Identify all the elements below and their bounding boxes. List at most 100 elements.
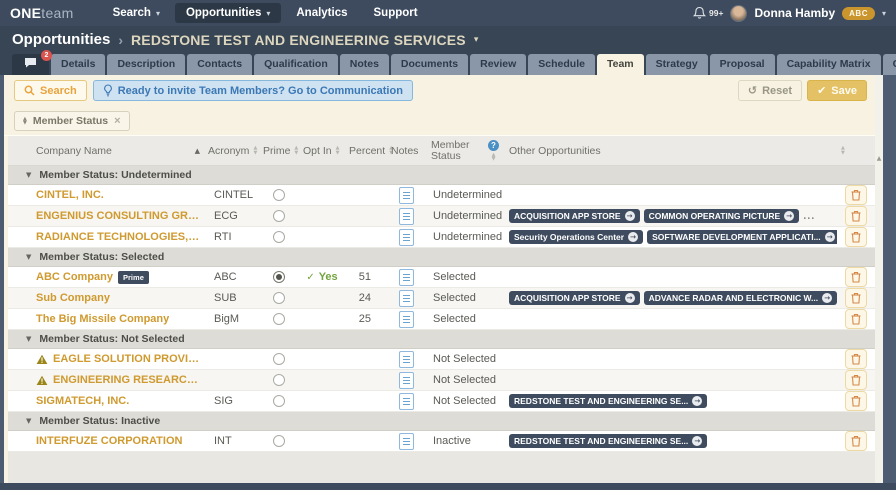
remove-grouping-icon[interactable]: ×: [114, 115, 121, 127]
trash-icon: [851, 231, 861, 243]
notes-icon[interactable]: [398, 392, 414, 410]
collapse-caret-icon: ▼: [26, 171, 32, 179]
notes-icon[interactable]: [398, 289, 414, 307]
oneteam-logo[interactable]: ONE team: [10, 5, 74, 21]
prime-radio[interactable]: [273, 435, 285, 447]
tab-review[interactable]: Review: [470, 54, 527, 75]
nav-menu-support[interactable]: Support: [363, 3, 429, 23]
user-avatar[interactable]: [730, 4, 748, 22]
company-name-link[interactable]: EAGLE SOLUTION PROVIDERS, INC.: [53, 353, 200, 365]
scrollbar-track[interactable]: ▲: [875, 75, 883, 483]
opportunity-badge[interactable]: ACQUISITION APP STORE →: [509, 209, 640, 223]
notifications-button[interactable]: 99+: [693, 6, 723, 20]
tab-qualification[interactable]: Qualification: [254, 54, 338, 75]
notes-icon[interactable]: [398, 268, 414, 286]
invite-team-members-button[interactable]: Ready to invite Team Members? Go to Comm…: [92, 80, 413, 101]
opportunity-badge[interactable]: Security Operations Center →: [509, 230, 644, 244]
group-header-not-selected[interactable]: ▼ Member Status: Not Selected: [8, 330, 875, 349]
company-name-link[interactable]: CINTEL, INC.: [36, 189, 104, 201]
prime-radio[interactable]: [273, 210, 285, 222]
search-button[interactable]: Search: [14, 80, 87, 101]
column-header-company[interactable]: Company Name ▲: [8, 145, 204, 157]
group-by-member-status-chip[interactable]: ▲ ▼ Member Status ×: [14, 111, 130, 131]
trash-icon: [851, 210, 861, 222]
tab-notes[interactable]: Notes: [339, 54, 389, 75]
help-icon[interactable]: ?: [488, 139, 499, 151]
tab-description[interactable]: Description: [107, 54, 186, 75]
tab-details[interactable]: Details: [51, 54, 106, 75]
nav-menu-search[interactable]: Search ▾: [102, 3, 171, 23]
notes-icon[interactable]: [398, 371, 414, 389]
company-name-link[interactable]: ENGINEERING RESEARCH AND CONSU...: [53, 374, 200, 386]
delete-button[interactable]: [845, 206, 867, 226]
opportunity-badge[interactable]: SOFTWARE DEVELOPMENT APPLICATI... →: [647, 230, 837, 244]
notes-icon[interactable]: [398, 310, 414, 328]
tab-team[interactable]: Team: [596, 54, 644, 75]
nav-menu-opportunities[interactable]: Opportunities ▾: [174, 3, 282, 23]
page-title[interactable]: REDSTONE TEST AND ENGINEERING SERVICES: [131, 31, 466, 48]
delete-button[interactable]: [845, 370, 867, 390]
column-header-opt-in[interactable]: Opt In ▲ ▼: [299, 145, 345, 157]
collapse-caret-icon: ▼: [26, 335, 32, 343]
notes-icon[interactable]: [398, 186, 414, 204]
company-name-link[interactable]: ENGENIUS CONSULTING GROUP INC.: [36, 210, 200, 222]
tab-proposal[interactable]: Proposal: [709, 54, 775, 75]
tab-strategy[interactable]: Strategy: [645, 54, 708, 75]
member-status-cell: Undetermined: [433, 210, 503, 222]
prime-radio-selected[interactable]: [273, 271, 285, 283]
company-name-link[interactable]: SIGMATECH, INC.: [36, 395, 130, 407]
save-button[interactable]: ✔ Save: [807, 80, 867, 101]
more-opportunities-indicator[interactable]: ...: [803, 210, 816, 222]
company-name-link[interactable]: Sub Company: [36, 292, 110, 304]
opportunity-badge[interactable]: COMMON OPERATING PICTURE →: [643, 209, 800, 223]
delete-button[interactable]: [845, 349, 867, 369]
company-name-link[interactable]: The Big Missile Company: [36, 313, 170, 325]
prime-radio[interactable]: [273, 353, 285, 365]
user-menu-chevron-icon[interactable]: ▾: [881, 8, 886, 18]
prime-radio[interactable]: [273, 189, 285, 201]
column-header-percent[interactable]: Percent ▲ ▼: [345, 145, 393, 157]
title-dropdown-icon[interactable]: ▾: [473, 34, 479, 45]
tab-schedule[interactable]: Schedule: [528, 54, 595, 75]
notes-icon[interactable]: [398, 207, 414, 225]
prime-radio[interactable]: [273, 313, 285, 325]
notes-icon[interactable]: [398, 350, 414, 368]
delete-button[interactable]: [845, 391, 867, 411]
breadcrumb-section[interactable]: Opportunities: [12, 31, 111, 48]
delete-button[interactable]: [845, 185, 867, 205]
prime-radio[interactable]: [273, 231, 285, 243]
notes-icon[interactable]: [398, 432, 414, 450]
group-header-selected[interactable]: ▼ Member Status: Selected: [8, 248, 875, 267]
nav-menu-analytics[interactable]: Analytics: [285, 3, 358, 23]
opportunity-badge[interactable]: REDSTONE TEST AND ENGINEERING SE... →: [509, 434, 708, 448]
delete-button[interactable]: [845, 309, 867, 329]
column-header-acronym[interactable]: Acronym ▲ ▼: [204, 145, 259, 157]
column-header-member-status[interactable]: Member Status ? ▲ ▼: [425, 139, 505, 162]
group-header-inactive[interactable]: ▼ Member Status: Inactive: [8, 412, 875, 431]
sort-icon: ▲ ▼: [294, 145, 299, 156]
delete-button[interactable]: [845, 267, 867, 287]
company-name-link[interactable]: RADIANCE TECHNOLOGIES, INC.: [36, 231, 200, 243]
tab-communication[interactable]: Communication: [882, 54, 896, 75]
prime-radio[interactable]: [273, 292, 285, 304]
tab-documents[interactable]: Documents: [390, 54, 469, 75]
prime-radio[interactable]: [273, 374, 285, 386]
notes-icon[interactable]: [398, 228, 414, 246]
delete-button[interactable]: [845, 227, 867, 247]
scroll-up-arrow-icon[interactable]: ▲: [876, 155, 882, 162]
delete-button[interactable]: [845, 431, 867, 451]
opportunity-badge[interactable]: ADVANCE RADAR AND ELECTRONIC W... →: [643, 291, 837, 305]
tab-capability-matrix[interactable]: Capability Matrix: [776, 54, 881, 75]
delete-button[interactable]: [845, 288, 867, 308]
percent-cell: 51: [358, 271, 371, 283]
group-header-undetermined[interactable]: ▼ Member Status: Undetermined: [8, 166, 875, 185]
company-name-link[interactable]: ABC Company: [36, 271, 114, 283]
tab-contacts[interactable]: Contacts: [187, 54, 253, 75]
opportunity-badge[interactable]: REDSTONE TEST AND ENGINEERING SE... →: [509, 394, 708, 408]
column-header-prime[interactable]: Prime ▲ ▼: [259, 145, 299, 157]
company-name-link[interactable]: INTERFUZE CORPORATION: [36, 435, 183, 447]
prime-radio[interactable]: [273, 395, 285, 407]
reset-button[interactable]: ↺ Reset: [737, 80, 803, 101]
opportunity-badge[interactable]: ACQUISITION APP STORE →: [509, 291, 640, 305]
tab-alerts[interactable]: 2: [12, 50, 52, 75]
